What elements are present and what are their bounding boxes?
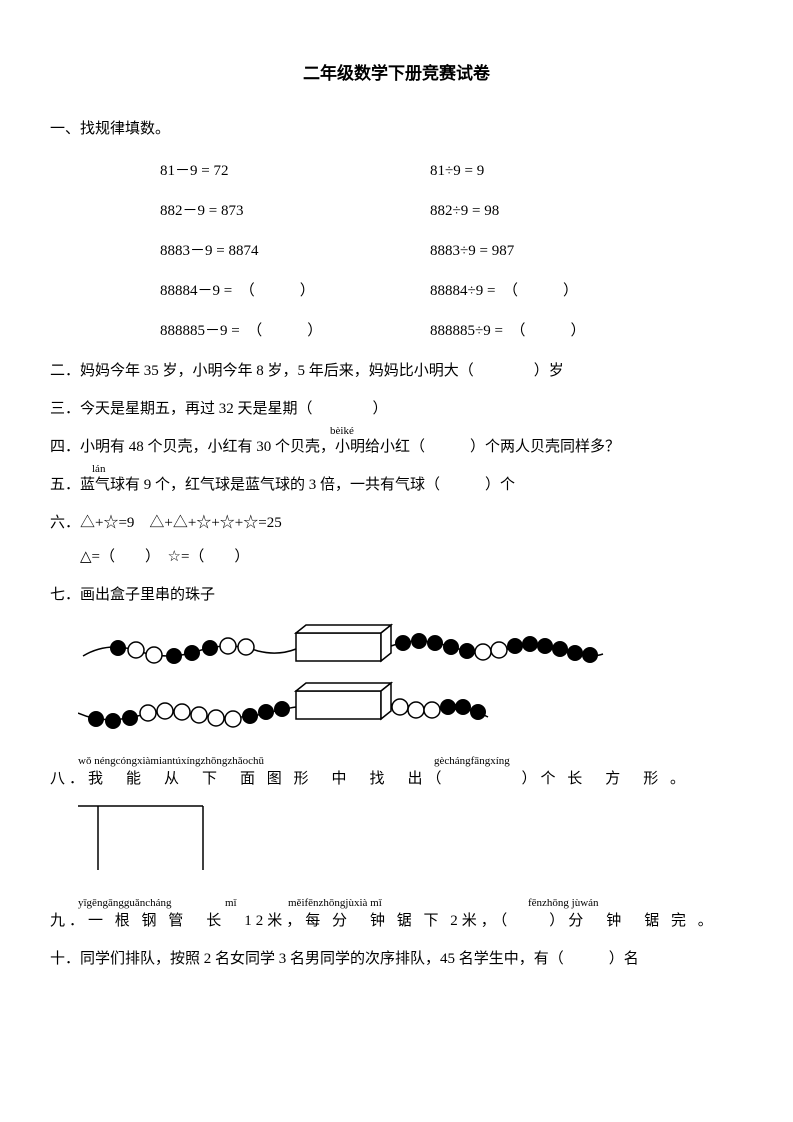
eq-row: 81－9 = 72 81÷9 = 9: [160, 159, 743, 183]
q5-text: 五．蓝气球有 9 个，红气球是蓝气球的 3 倍，一共有气球（ ）个: [50, 473, 743, 497]
q9-pinyin4: fēnzhōng jùwán: [528, 895, 599, 913]
q1-equations: 81－9 = 72 81÷9 = 9 882－9 = 873 882÷9 = 9…: [160, 159, 743, 343]
eq-row: 88884－9 = （ ） 88884÷9 = （ ）: [160, 279, 743, 303]
q8-pinyin-right: gèchángfāngxíng: [434, 753, 510, 771]
q1-heading: 一、找规律填数。: [50, 117, 743, 141]
q7-heading: 七．画出盒子里串的珠子: [50, 583, 743, 607]
eq-right: 8883÷9 = 987: [430, 239, 743, 263]
q8: wǒ néngcóngxiàmiantúxíngzhōngzhǎochū gèc…: [50, 767, 743, 791]
q9-pinyin1: yīgēngāngguǎncháng: [78, 895, 171, 913]
q4: bèiké 四．小明有 48 个贝壳，小红有 30 个贝壳，小明给小红（ ）个两…: [50, 435, 743, 459]
eq-right: 888885÷9 = （ ）: [430, 319, 743, 343]
q8-shape: [78, 805, 743, 883]
eq-left: 888885－9 = （ ）: [160, 319, 430, 343]
q9-pinyin3: měifēnzhōngjùxià mǐ: [288, 895, 382, 913]
q6-line1: 六．△+☆=9 △+△+☆+☆+☆=25: [50, 511, 743, 535]
q6: 六．△+☆=9 △+△+☆+☆+☆=25 △=（ ） ☆=（ ）: [50, 511, 743, 569]
q6-line2: △=（ ） ☆=（ ）: [80, 545, 743, 569]
q7-diagram: [78, 621, 743, 749]
q8-text: 八．我 能 从 下 面 图 形 中 找 出（ ）个 长 方 形 。: [50, 767, 743, 791]
q2: 二．妈妈今年 35 岁，小明今年 8 岁，5 年后来，妈妈比小明大（ ）岁: [50, 359, 743, 383]
eq-right: 882÷9 = 98: [430, 199, 743, 223]
q9-text: 九．一 根 钢 管 长 12米，每 分 钟 锯 下 2米，（ ）分 钟 锯 完 …: [50, 909, 743, 933]
q8-pinyin-left: wǒ néngcóngxiàmiantúxíngzhōngzhǎochū: [78, 753, 264, 771]
eq-left: 88884－9 = （ ）: [160, 279, 430, 303]
q4-pinyin: bèiké: [330, 423, 354, 441]
eq-left: 81－9 = 72: [160, 159, 430, 183]
q10: 十．同学们排队，按照 2 名女同学 3 名男同学的次序排队，45 名学生中，有（…: [50, 947, 743, 971]
q5: lán 五．蓝气球有 9 个，红气球是蓝气球的 3 倍，一共有气球（ ）个: [50, 473, 743, 497]
eq-right: 88884÷9 = （ ）: [430, 279, 743, 303]
eq-right: 81÷9 = 9: [430, 159, 743, 183]
eq-row: 8883－9 = 8874 8883÷9 = 987: [160, 239, 743, 263]
q5-pinyin: lán: [92, 461, 105, 479]
eq-left: 882－9 = 873: [160, 199, 430, 223]
page-title: 二年级数学下册竞赛试卷: [50, 60, 743, 87]
eq-row: 882－9 = 873 882÷9 = 98: [160, 199, 743, 223]
q4-text: 四．小明有 48 个贝壳，小红有 30 个贝壳，小明给小红（ ）个两人贝壳同样多…: [50, 435, 743, 459]
q9: yīgēngāngguǎncháng mǐ měifēnzhōngjùxià m…: [50, 909, 743, 933]
eq-row: 888885－9 = （ ） 888885÷9 = （ ）: [160, 319, 743, 343]
q3: 三．今天是星期五，再过 32 天是星期（ ）: [50, 397, 743, 421]
q9-pinyin2: mǐ: [225, 895, 237, 913]
eq-left: 8883－9 = 8874: [160, 239, 430, 263]
